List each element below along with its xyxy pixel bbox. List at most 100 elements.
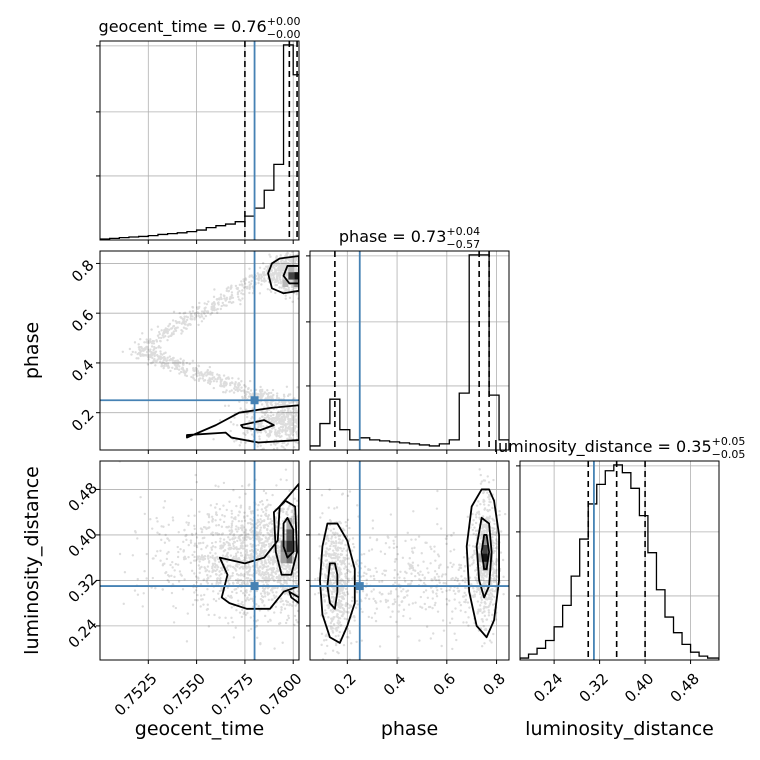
sample-point	[348, 629, 351, 633]
sample-point	[198, 316, 202, 319]
sample-point	[281, 426, 284, 429]
sample-point	[486, 526, 489, 529]
sample-point	[361, 590, 365, 593]
sample-point	[296, 386, 299, 389]
sample-point	[211, 519, 214, 522]
sample-point	[272, 594, 276, 597]
sample-point	[262, 273, 266, 276]
sample-point	[207, 514, 211, 518]
sample-point	[230, 296, 233, 299]
sample-point	[187, 543, 190, 547]
sample-point	[215, 573, 218, 576]
sample-point	[207, 379, 211, 382]
truth-point	[250, 396, 259, 405]
sample-point	[187, 521, 191, 525]
sample-point	[150, 328, 153, 331]
sample-point	[227, 544, 231, 547]
sample-point	[336, 613, 339, 616]
sample-point	[316, 577, 320, 580]
sample-point	[203, 373, 206, 376]
sample-point	[181, 321, 184, 324]
sample-point	[255, 534, 258, 537]
sample-point	[243, 556, 246, 559]
sample-point	[246, 544, 249, 547]
sample-point	[272, 421, 276, 424]
sample-point	[242, 293, 245, 296]
sample-point	[193, 572, 196, 575]
sample-point	[350, 599, 354, 603]
sample-point	[174, 606, 178, 610]
sample-point	[179, 547, 182, 551]
sample-point	[266, 568, 270, 571]
sample-point	[264, 492, 268, 495]
sample-point	[282, 393, 286, 397]
sample-point	[283, 575, 286, 579]
sample-point	[219, 293, 223, 296]
sample-point	[272, 575, 275, 578]
sample-point	[262, 489, 266, 493]
sample-point	[236, 292, 240, 296]
sample-point	[294, 425, 298, 428]
sample-point	[476, 511, 479, 514]
sample-point	[258, 437, 261, 441]
sample-point	[476, 577, 479, 580]
sample-point	[227, 286, 230, 289]
sample-point	[288, 436, 291, 439]
sample-point	[251, 555, 254, 558]
sample-point	[330, 537, 333, 540]
sample-point	[222, 520, 226, 524]
sample-point	[263, 413, 267, 417]
sample-point	[271, 569, 275, 572]
sample-point	[427, 605, 431, 609]
sample-point	[273, 272, 276, 275]
sample-point	[339, 605, 343, 608]
sample-point	[316, 578, 320, 581]
sample-point	[467, 624, 470, 627]
sample-point	[282, 268, 285, 271]
sample-point	[241, 567, 245, 570]
sample-point	[226, 376, 229, 380]
sample-point	[289, 247, 291, 249]
sample-point	[208, 377, 212, 381]
sample-point	[176, 363, 180, 366]
sample-point	[230, 616, 233, 620]
sample-point	[324, 551, 328, 554]
sample-point	[222, 538, 226, 541]
sample-point	[259, 526, 263, 529]
sample-point	[282, 420, 286, 424]
sample-point	[285, 512, 288, 515]
sample-point	[248, 392, 252, 396]
sample-point	[222, 382, 225, 385]
sample-point	[179, 573, 182, 576]
sample-point	[232, 489, 235, 492]
sample-point	[203, 312, 206, 315]
sample-point	[242, 536, 246, 539]
sample-point	[478, 567, 482, 570]
sample-point	[245, 591, 248, 594]
sample-point	[280, 409, 284, 413]
sample-point	[214, 377, 217, 381]
sample-point	[264, 417, 267, 420]
sample-point	[471, 528, 475, 532]
sample-point	[258, 571, 261, 575]
sample-point	[264, 559, 267, 562]
sample-point	[211, 520, 214, 523]
sample-point	[257, 573, 261, 576]
sample-point	[378, 591, 381, 594]
sample-point	[327, 661, 329, 663]
sample-point	[228, 546, 231, 550]
sample-point	[206, 603, 209, 606]
sample-point	[485, 618, 488, 621]
sample-point	[219, 384, 223, 388]
sample-point	[339, 623, 343, 627]
sample-point	[333, 532, 337, 535]
sample-point	[341, 597, 344, 600]
sample-point	[339, 560, 342, 563]
histogram-panel-geocent_time: geocent_time = 0.76+0.00−0.00	[96, 15, 300, 244]
sample-point	[472, 587, 475, 590]
sample-point	[222, 384, 225, 387]
sample-point	[346, 569, 350, 573]
sample-point	[291, 407, 295, 410]
sample-point	[333, 575, 336, 578]
sample-point	[276, 447, 279, 450]
